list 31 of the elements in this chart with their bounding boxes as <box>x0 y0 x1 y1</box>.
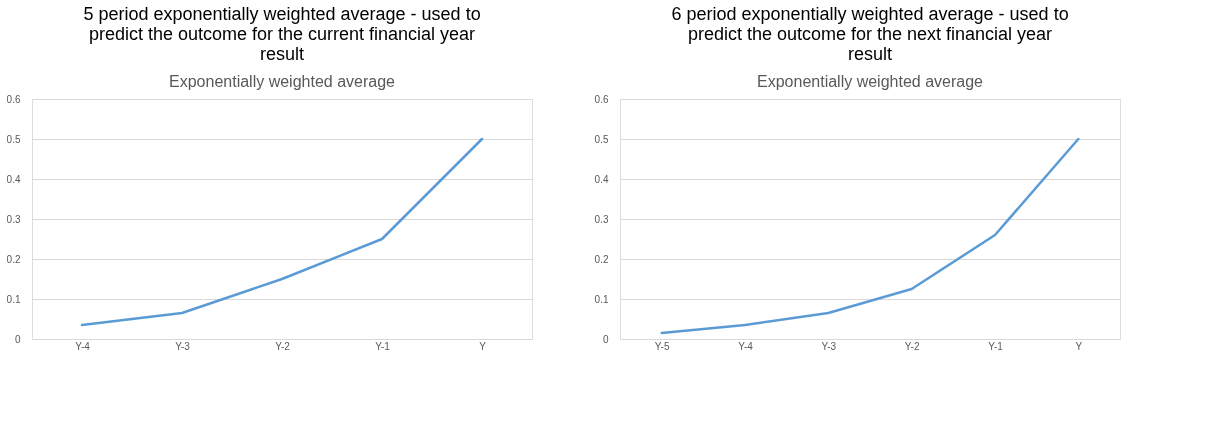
y-tick-label: 0.3 <box>594 213 609 225</box>
y-tick-label: 0.1 <box>6 293 21 305</box>
y-tick-label: 0.3 <box>6 213 21 225</box>
y-tick-label: 0.4 <box>594 173 609 185</box>
x-tick-label: Y <box>1075 340 1083 352</box>
chart-title: 5 period exponentially weighted average - used to predict the outcome for the current financial year result <box>83 4 481 64</box>
chart-subtitle: Exponentially weighted average <box>169 73 396 90</box>
y-tick-label: 0.1 <box>594 293 609 305</box>
chart-subtitle: Exponentially weighted average <box>757 73 984 90</box>
x-tick-label: Y <box>479 340 487 352</box>
line-series <box>80 137 484 327</box>
x-tick-label: Y-2 <box>904 340 920 352</box>
y-tick-label: 0.6 <box>594 93 609 105</box>
x-tick-label: Y-5 <box>654 340 670 352</box>
x-tick-label: Y-1 <box>988 340 1004 352</box>
x-tick-label: Y-1 <box>375 340 391 352</box>
line-series <box>660 137 1080 335</box>
y-tick-label: 0 <box>602 333 609 345</box>
x-tick-label: Y-3 <box>821 340 837 352</box>
x-tick-label: Y-3 <box>175 340 191 352</box>
x-tick-label: Y-4 <box>738 340 754 352</box>
y-tick-label: 0.5 <box>594 133 609 145</box>
y-tick-label: 0.2 <box>6 253 21 265</box>
chart-title: 6 period exponentially weighted average - used to predict the outcome for the next financial year result <box>671 4 1069 64</box>
y-tick-label: 0 <box>14 333 21 345</box>
y-tick-label: 0.6 <box>6 93 21 105</box>
y-tick-label: 0.5 <box>6 133 21 145</box>
x-tick-label: Y-4 <box>75 340 91 352</box>
x-tick-label: Y-2 <box>275 340 291 352</box>
y-tick-label: 0.2 <box>594 253 609 265</box>
y-tick-label: 0.4 <box>6 173 21 185</box>
